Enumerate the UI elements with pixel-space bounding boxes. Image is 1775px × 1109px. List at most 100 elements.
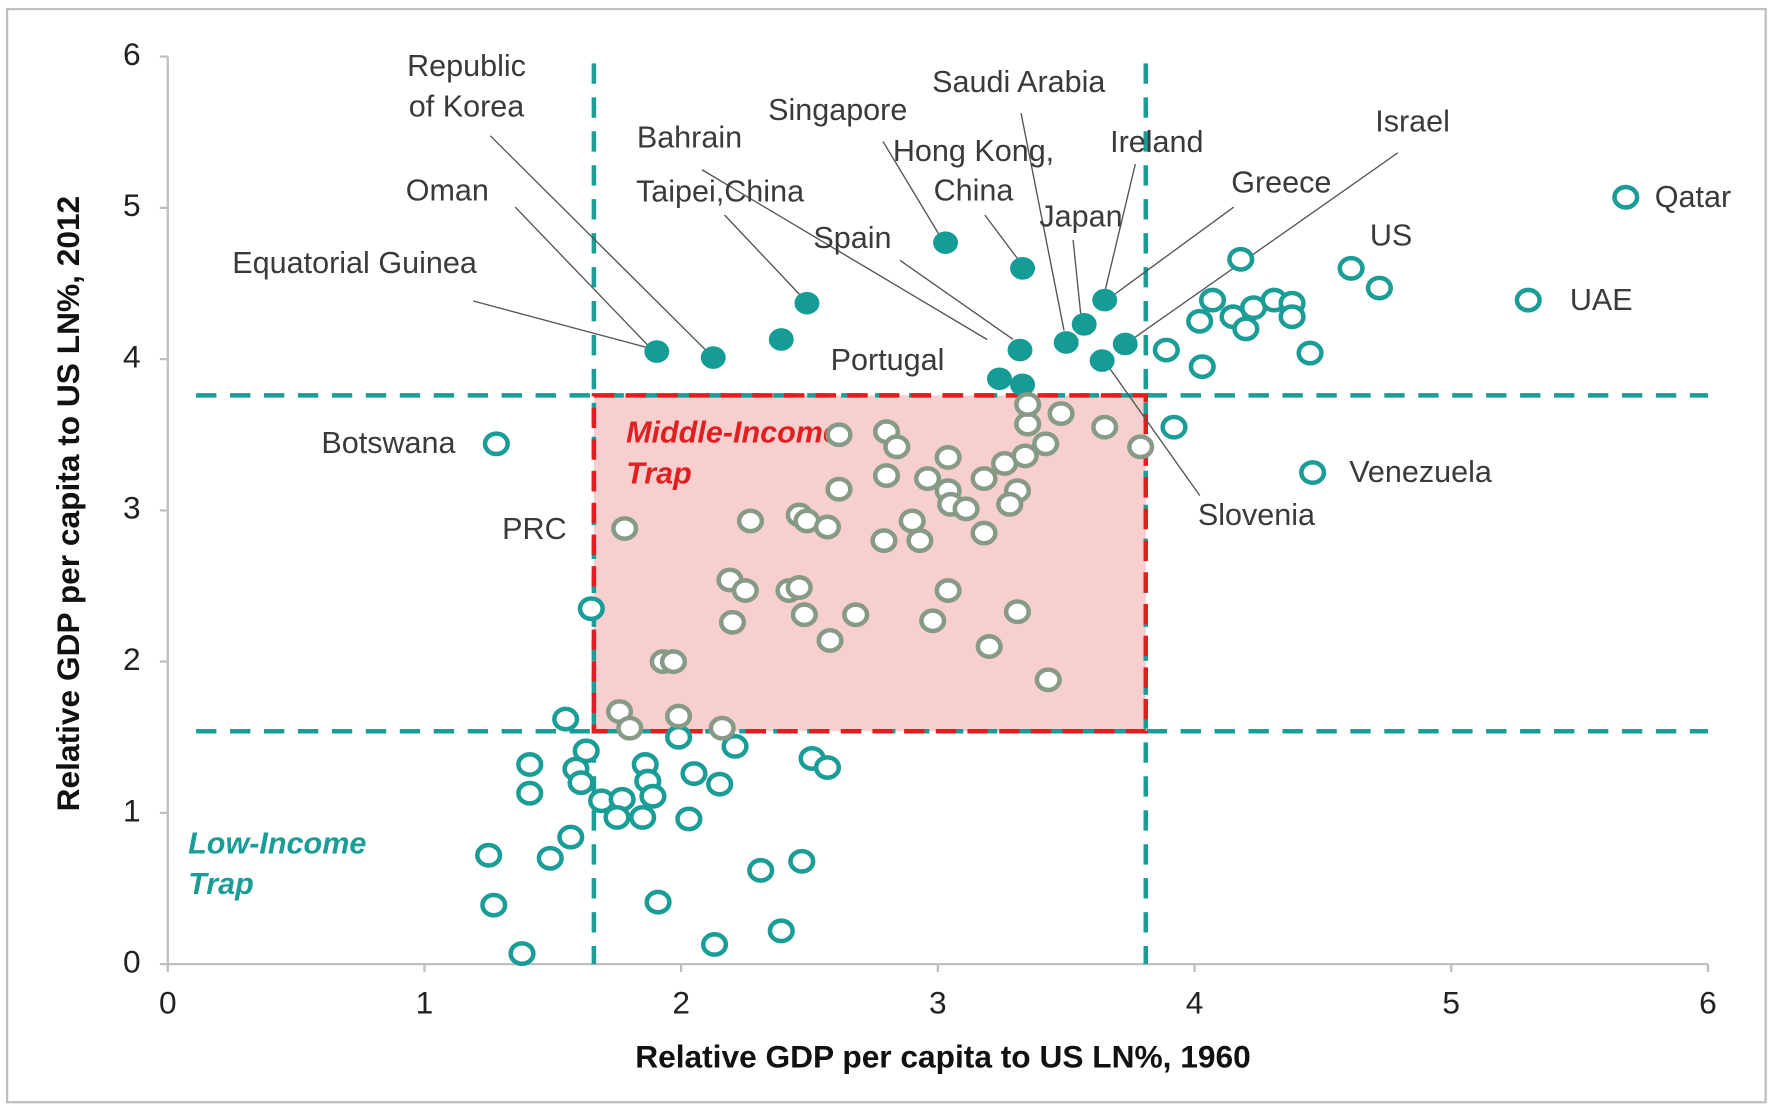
data-point [870,528,898,554]
point-label: PRC [502,512,567,546]
data-point [1010,257,1036,280]
data-point [816,628,844,653]
data-point [898,508,926,534]
leader-line [984,214,1020,261]
data-point [996,491,1024,517]
data-point [825,422,853,448]
data-point [1514,287,1542,313]
x-tick-label: 6 [1699,984,1717,1020]
point-label: Slovenia [1198,498,1315,532]
point-label: Ireland [1110,125,1203,159]
x-tick-label: 2 [672,984,690,1020]
y-tick-label: 6 [123,36,141,72]
point-label: Taipei,China [636,175,804,209]
data-point [659,649,688,675]
data-point [1337,255,1365,281]
data-point [1160,414,1188,440]
point-label: Greece [1231,166,1331,200]
leader-line [1072,239,1082,317]
data-point [680,761,708,787]
data-point [872,463,901,489]
data-point [1127,434,1155,460]
point-label: Equatorial Guinea [232,246,477,280]
leader-line [514,206,652,350]
data-point [914,466,942,492]
data-point [616,715,644,741]
point-label: Spain [813,221,891,255]
data-point [767,918,795,944]
data-point [1014,392,1042,417]
data-point [706,771,734,797]
leader-line [701,169,988,341]
leader-line [1131,152,1399,341]
data-point [1152,337,1180,363]
data-point [629,804,657,830]
y-tick-label: 1 [123,792,141,828]
y-tick-label: 2 [123,641,141,677]
data-point [1296,340,1324,366]
data-point [1053,331,1079,354]
point-label: Portugal [831,343,945,377]
data-point [1089,349,1115,372]
data-point [552,706,580,732]
data-point [1112,332,1138,356]
data-point [842,602,870,628]
data-point [639,783,667,809]
data-point [644,889,672,915]
point-label: US [1370,219,1412,253]
data-point [644,340,670,363]
data-point [721,733,749,759]
data-point [718,609,747,635]
leader-line [1104,163,1136,293]
data-point [906,528,934,554]
leader-line [899,259,1014,341]
data-point [736,508,765,534]
data-point [1071,312,1097,336]
data-point [665,724,693,750]
data-point [1232,316,1260,342]
point-label: of Korea [409,90,524,124]
data-point [794,291,820,315]
x-tick-label: 0 [159,984,177,1020]
data-point [790,602,818,628]
point-label: Singapore [768,93,907,127]
point-label: Republic [407,49,526,83]
region-label: Middle-Income [626,416,840,450]
leader-line [489,135,710,354]
data-point [1011,443,1039,469]
point-label: Oman [406,173,489,207]
x-tick-label: 4 [1186,984,1204,1020]
data-point [508,941,536,967]
data-point [700,346,726,369]
data-point [611,516,639,541]
data-point [970,520,998,546]
data-point [987,367,1012,391]
data-point [708,715,736,741]
data-point [1299,460,1327,485]
point-label: Botswana [321,426,455,460]
point-label: Venezuela [1349,455,1492,489]
data-point [1186,308,1214,334]
region-label: Trap [188,867,254,901]
leader-line [473,300,652,350]
y-tick-label: 3 [123,490,141,526]
data-point [788,848,816,874]
data-point [516,752,544,777]
data-point [603,804,631,830]
x-tick-label: 1 [416,984,434,1020]
data-point [813,514,842,540]
data-point [1091,414,1119,440]
point-label: Bahrain [637,120,742,154]
data-point [700,932,729,957]
data-point [1092,288,1118,312]
x-tick-label: 5 [1442,984,1460,1020]
point-label: Israel [1375,104,1450,138]
data-point [480,892,508,918]
data-point [1365,275,1393,301]
y-tick-label: 5 [123,187,141,223]
data-point [1032,431,1060,457]
data-point [1003,599,1032,625]
y-tick-label: 0 [123,944,141,980]
data-point [934,444,962,470]
